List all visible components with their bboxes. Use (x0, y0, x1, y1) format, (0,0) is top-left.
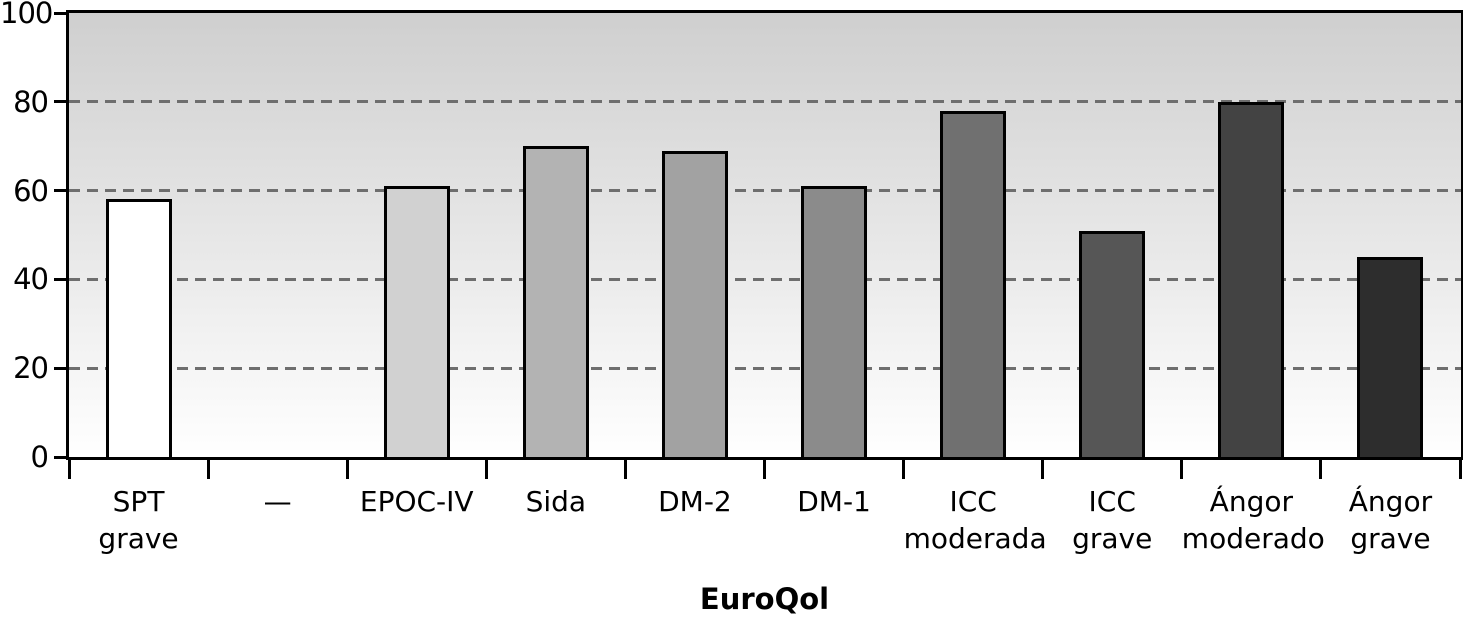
y-tick-label-80: 80 (13, 84, 49, 119)
x-tick-label-ángor-moderado: Ángor moderado (1181, 485, 1325, 555)
bar-ángor-grave (1357, 257, 1424, 457)
y-tick-100 (54, 11, 69, 15)
x-tick-5 (763, 458, 766, 479)
y-tick-20 (54, 366, 69, 370)
x-tick-label-spt-grave: SPT grave (98, 485, 179, 555)
x-tick-3 (484, 458, 488, 479)
bar-spt-grave (105, 199, 172, 457)
gridline-20 (69, 366, 1461, 370)
x-tick-label-ángor-grave: Ángor grave (1348, 485, 1433, 555)
y-tick-label-60: 60 (13, 173, 49, 208)
x-tick-7 (1041, 458, 1045, 479)
x-tick-label-dm-1: DM-1 (797, 485, 871, 518)
x-tick-4 (623, 458, 627, 479)
y-tick-label-100: 100 (0, 0, 53, 30)
x-tick-label-epoc-iv: EPOC-IV (359, 485, 474, 518)
gridline-60 (69, 189, 1461, 193)
x-tick-label-dm-2: DM-2 (658, 485, 732, 518)
bar-dm-1 (801, 186, 868, 457)
y-tick-0 (54, 455, 69, 459)
y-tick-80 (54, 100, 69, 104)
x-tick-label-dash: — (263, 485, 292, 518)
bar-dm-2 (661, 150, 728, 457)
x-tick-2 (345, 458, 349, 479)
x-axis-title: EuroQol (699, 582, 830, 616)
plot-inner (69, 13, 1461, 457)
y-tick-40 (54, 277, 69, 281)
x-tick-9 (1319, 458, 1323, 479)
gridline-80 (69, 100, 1461, 104)
bar-icc-moderada (940, 110, 1007, 457)
x-tick-label-icc-moderada: ICC moderada (903, 485, 1047, 555)
gridline-40 (69, 277, 1461, 281)
y-tick-60 (54, 189, 69, 193)
x-tick-10 (1458, 458, 1462, 479)
y-tick-label-20: 20 (13, 351, 49, 386)
bar-sida (522, 146, 589, 457)
bar-epoc-iv (383, 186, 450, 457)
x-tick-label-icc-grave: ICC grave (1072, 485, 1153, 555)
x-tick-label-sida: Sida (525, 485, 587, 518)
x-tick-1 (206, 458, 210, 479)
y-tick-label-0: 0 (30, 440, 49, 474)
y-tick-label-40: 40 (13, 262, 49, 297)
bar-ángor-moderado (1218, 101, 1285, 457)
x-tick-0 (67, 458, 71, 479)
bar-icc-grave (1079, 230, 1146, 457)
x-tick-6 (902, 458, 906, 479)
plot-area (66, 10, 1463, 460)
x-tick-8 (1180, 458, 1184, 479)
